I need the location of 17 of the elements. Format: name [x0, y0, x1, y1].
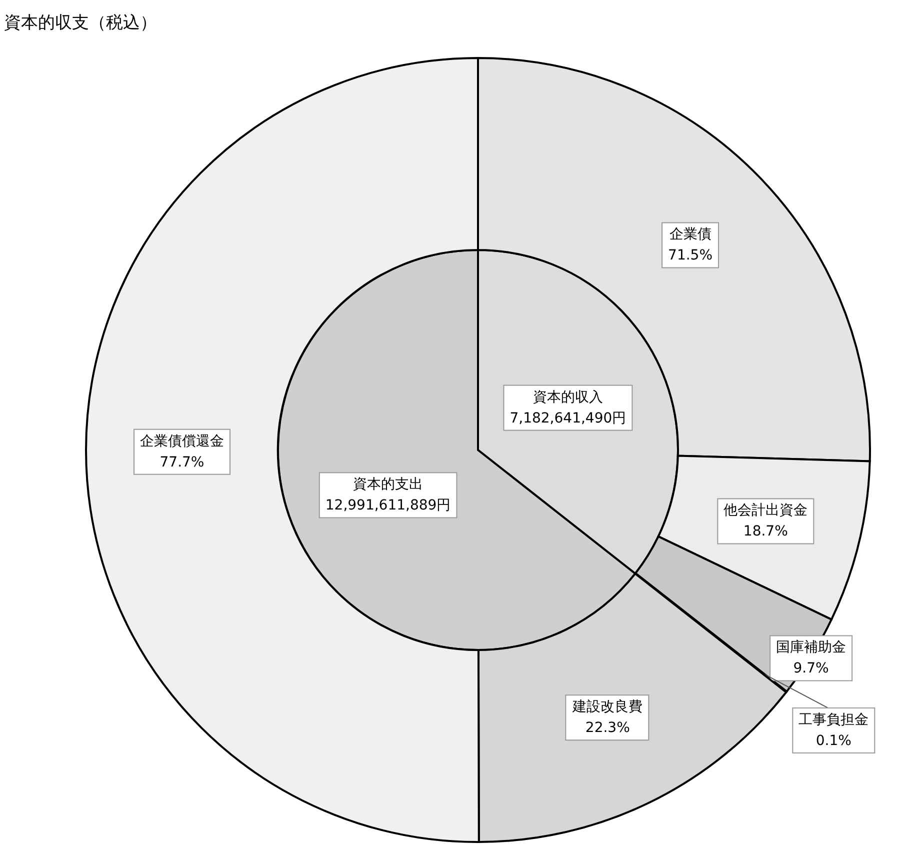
- slice-label: 企業債: [669, 226, 712, 243]
- data-label: 9.7%: [793, 660, 829, 677]
- data-label: 22.3%: [585, 720, 630, 736]
- slice-label: 建設改良費: [572, 699, 643, 716]
- slice-label: 工事負担金: [798, 712, 869, 728]
- text: 資本的収支（税込）: [4, 13, 157, 33]
- slice-label: 他会計出資金: [724, 502, 808, 519]
- slice-label: 資本的支出: [353, 476, 424, 493]
- data-label: 18.7%: [743, 524, 788, 540]
- data-label: 12,991,611,889円: [325, 498, 451, 514]
- slice-label: 国庫補助金: [776, 640, 846, 656]
- data-label: 71.5%: [668, 248, 713, 264]
- data-label: 7,182,641,490円: [510, 410, 626, 426]
- data-label: 77.7%: [160, 454, 204, 470]
- slice-label: 企業債償還金: [140, 433, 224, 450]
- data-label: 0.1%: [816, 732, 852, 749]
- slice-label: 資本的収入: [532, 389, 603, 406]
